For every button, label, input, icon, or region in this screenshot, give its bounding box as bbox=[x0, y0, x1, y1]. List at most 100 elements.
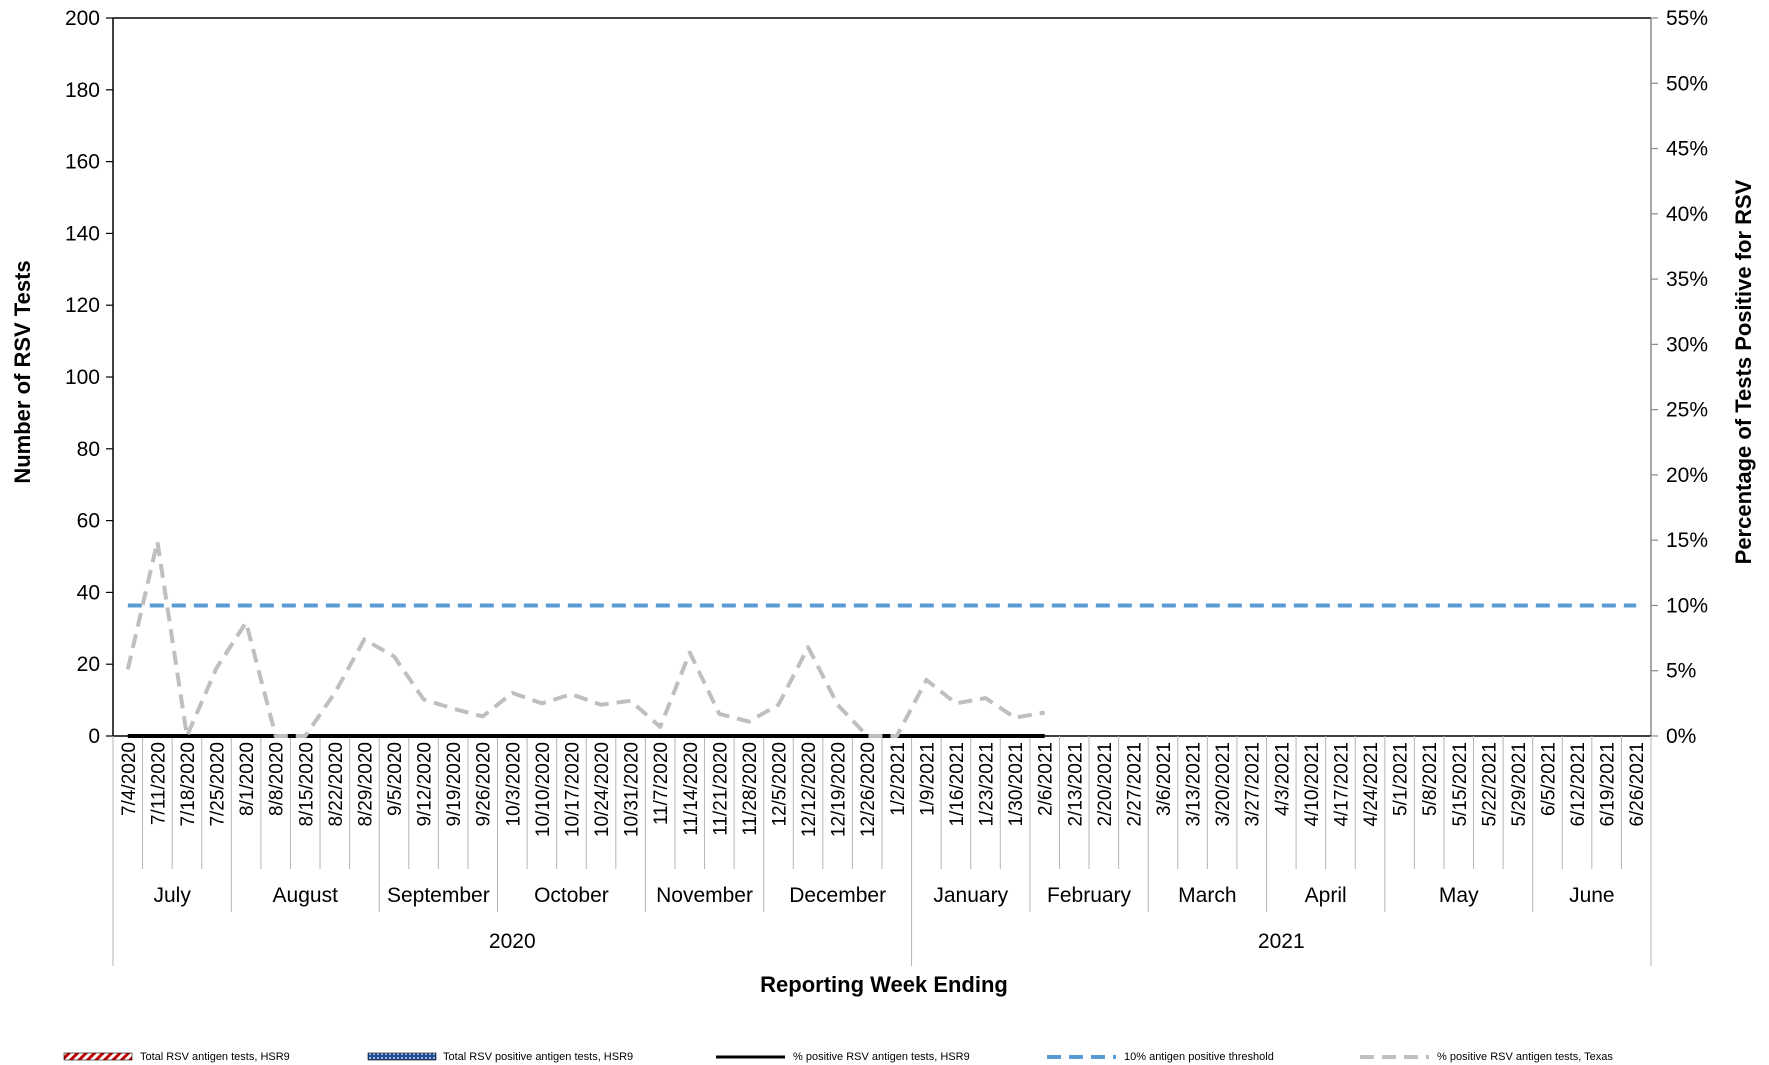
x-tick-label: 1/23/2021 bbox=[977, 742, 998, 827]
legend-item-pct-hsr9: % positive RSV antigen tests, HSR9 bbox=[716, 1051, 970, 1063]
y-right-tick-label: 25% bbox=[1666, 399, 1708, 422]
y-left-tick-label: 40 bbox=[77, 581, 100, 604]
x-tick-label: 5/1/2021 bbox=[1391, 742, 1412, 816]
y-left-tick-label: 0 bbox=[88, 725, 100, 748]
x-tick-label: 7/25/2020 bbox=[208, 742, 229, 827]
x-tick-label: 5/29/2021 bbox=[1509, 742, 1530, 827]
y-left-tick-label: 100 bbox=[65, 366, 100, 389]
x-tick-label: 10/3/2020 bbox=[503, 742, 524, 827]
month-label: December bbox=[789, 884, 886, 907]
axis-layer: 0 20 40 60 80 100 120 140 160 180 200 0% 5% 10% 15% 20%… bbox=[65, 7, 1708, 966]
y-axis-left-title: Number of RSV Tests bbox=[10, 260, 35, 483]
y-left-tick-label: 180 bbox=[65, 79, 100, 102]
legend-item-threshold: 10% antigen positive threshold bbox=[1047, 1051, 1274, 1063]
y-axis-right-title: Percentage of Tests Positive for RSV bbox=[1731, 179, 1756, 564]
legend-swatch-total-tests bbox=[63, 1052, 133, 1061]
x-tick-label: 6/5/2021 bbox=[1538, 742, 1559, 816]
y-right-tick-label: 40% bbox=[1666, 203, 1708, 226]
x-tick-label: 11/28/2020 bbox=[740, 742, 761, 836]
x-tick-label: 4/24/2021 bbox=[1361, 742, 1382, 827]
legend-label-total-tests: Total RSV antigen tests, HSR9 bbox=[140, 1051, 290, 1063]
x-tick-label: 3/20/2021 bbox=[1213, 742, 1234, 827]
x-tick-label: 5/8/2021 bbox=[1420, 742, 1441, 816]
y-right-tick-label: 5% bbox=[1666, 660, 1696, 683]
legend-label-threshold: 10% antigen positive threshold bbox=[1124, 1051, 1274, 1063]
month-label: March bbox=[1178, 884, 1236, 907]
x-tick-label: 10/10/2020 bbox=[533, 742, 554, 837]
y-left-tick-label: 120 bbox=[65, 294, 100, 317]
month-label: July bbox=[153, 884, 191, 907]
x-tick-label: 7/11/2020 bbox=[148, 742, 169, 825]
x-tick-label: 1/30/2021 bbox=[1006, 742, 1027, 827]
x-tick-label: 8/15/2020 bbox=[296, 742, 317, 827]
x-tick-label: 8/8/2020 bbox=[267, 742, 288, 816]
x-tick-label: 9/19/2020 bbox=[444, 742, 465, 827]
x-tick-label: 1/2/2021 bbox=[888, 742, 909, 816]
x-tick-label: 8/1/2020 bbox=[237, 742, 258, 816]
x-tick-label: 5/15/2021 bbox=[1450, 742, 1471, 827]
x-tick-label: 12/12/2020 bbox=[799, 742, 820, 837]
x-tick-label: 8/29/2020 bbox=[355, 742, 376, 827]
x-tick-label: 8/22/2020 bbox=[326, 742, 347, 827]
legend-item-total-tests: Total RSV antigen tests, HSR9 bbox=[63, 1051, 290, 1063]
x-tick-label: 3/6/2021 bbox=[1154, 742, 1175, 816]
x-tick-label: 11/21/2020 bbox=[710, 742, 731, 836]
x-tick-label: 2/13/2021 bbox=[1065, 742, 1086, 827]
x-tick-label: 3/13/2021 bbox=[1184, 742, 1205, 827]
y-left-tick-label: 140 bbox=[65, 222, 100, 245]
month-label: September bbox=[387, 884, 490, 907]
legend-label-pct-texas: % positive RSV antigen tests, Texas bbox=[1437, 1051, 1613, 1063]
y-left-tick-label: 20 bbox=[77, 653, 100, 676]
x-tick-label: 9/5/2020 bbox=[385, 742, 406, 816]
y-left-tick-label: 80 bbox=[77, 438, 100, 461]
legend-swatch-positive-tests bbox=[367, 1052, 437, 1061]
month-label: January bbox=[933, 884, 1008, 907]
x-tick-label: 2/20/2021 bbox=[1095, 742, 1116, 827]
x-tick-label: 10/31/2020 bbox=[622, 742, 643, 837]
x-tick-label: 10/24/2020 bbox=[592, 742, 613, 837]
x-tick-label: 1/16/2021 bbox=[947, 742, 968, 827]
x-tick-label: 1/9/2021 bbox=[917, 742, 938, 816]
series-layer bbox=[125, 539, 1637, 738]
x-tick-label: 5/22/2021 bbox=[1479, 742, 1500, 827]
x-tick-label: 4/17/2021 bbox=[1331, 742, 1352, 827]
texas-percent-line bbox=[125, 539, 1046, 738]
x-tick-label: 2/6/2021 bbox=[1036, 742, 1057, 816]
x-tick-label: 9/26/2020 bbox=[474, 742, 495, 827]
y-right-tick-label: 20% bbox=[1666, 464, 1708, 487]
y-left-tick-label: 160 bbox=[65, 151, 100, 174]
y-right-tick-label: 50% bbox=[1666, 72, 1708, 95]
year-label: 2020 bbox=[489, 930, 536, 953]
y-right-tick-label: 55% bbox=[1666, 7, 1708, 30]
legend-label-pct-hsr9: % positive RSV antigen tests, HSR9 bbox=[793, 1051, 970, 1063]
x-tick-label: 11/7/2020 bbox=[651, 742, 672, 825]
x-tick-label: 3/27/2021 bbox=[1243, 742, 1264, 827]
x-tick-label: 12/19/2020 bbox=[829, 742, 850, 837]
y-right-tick-label: 35% bbox=[1666, 268, 1708, 291]
y-right-tick-label: 10% bbox=[1666, 594, 1708, 617]
year-label: 2021 bbox=[1258, 930, 1305, 953]
month-label: August bbox=[273, 884, 339, 907]
x-axis-title: Reporting Week Ending bbox=[760, 972, 1008, 997]
legend-item-pct-texas: % positive RSV antigen tests, Texas bbox=[1360, 1051, 1613, 1063]
y-right-tick-label: 45% bbox=[1666, 138, 1708, 161]
y-left-tick-label: 60 bbox=[77, 510, 100, 533]
x-tick-label: 2/27/2021 bbox=[1124, 742, 1145, 827]
x-tick-label: 7/18/2020 bbox=[178, 742, 199, 827]
legend: Total RSV antigen tests, HSR9 Total RSV … bbox=[63, 1051, 1613, 1063]
month-label: June bbox=[1569, 884, 1615, 907]
month-label: October bbox=[534, 884, 609, 907]
x-tick-label: 9/12/2020 bbox=[415, 742, 436, 827]
month-label: April bbox=[1305, 884, 1347, 907]
x-tick-label: 7/4/2020 bbox=[119, 742, 140, 816]
y-right-tick-label: 0% bbox=[1666, 725, 1696, 748]
y-right-tick-label: 30% bbox=[1666, 333, 1708, 356]
month-label: May bbox=[1439, 884, 1479, 907]
x-tick-label: 10/17/2020 bbox=[562, 742, 583, 837]
x-tick-label: 4/3/2021 bbox=[1272, 742, 1293, 816]
x-tick-label: 12/26/2020 bbox=[858, 742, 879, 837]
x-tick-label: 4/10/2021 bbox=[1302, 742, 1323, 827]
legend-label-positive-tests: Total RSV positive antigen tests, HSR9 bbox=[443, 1051, 633, 1063]
y-left-tick-label: 200 bbox=[65, 7, 100, 30]
